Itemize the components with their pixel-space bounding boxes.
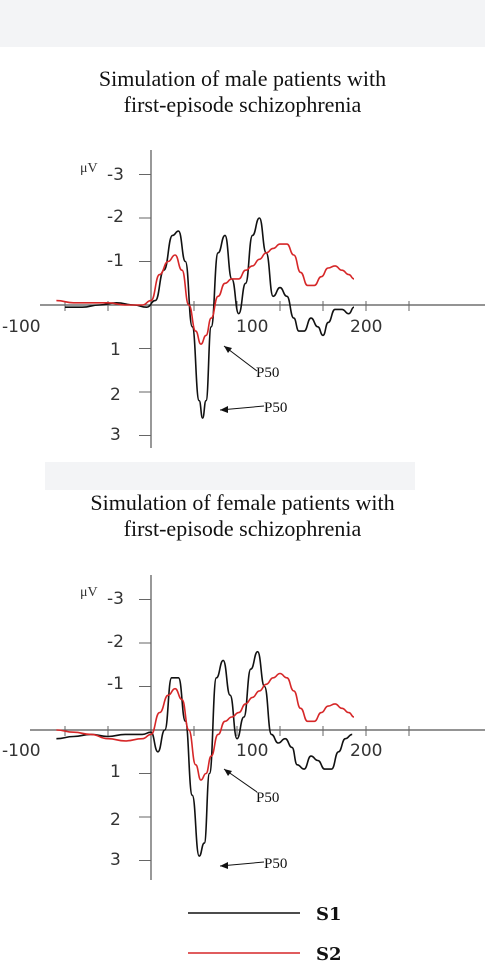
annotation-p50-s2: P50 <box>223 768 279 806</box>
x-tick-label: -100 <box>2 741 41 761</box>
y-tick-label: -3 <box>107 589 124 609</box>
series-line-s2 <box>56 243 355 345</box>
axis-ticks <box>64 599 410 861</box>
x-tick-label: 200 <box>350 317 382 337</box>
arrow-head <box>220 862 228 869</box>
legend-label-s1: S1 <box>316 904 342 925</box>
chart-title-male: Simulation of male patients with first-e… <box>0 66 485 118</box>
chart-panel-female: μV -3 -2 -1 1 2 3 -100 100 200 P50 P50 <box>2 575 485 880</box>
annotation-label: P50 <box>264 856 287 872</box>
x-tick-label: 100 <box>236 741 268 761</box>
arrow-head <box>224 769 232 776</box>
y-tick-label: 3 <box>110 850 121 870</box>
arrow-head <box>224 346 232 353</box>
y-tick-label: 1 <box>110 762 121 782</box>
legend: S1 S2 <box>188 904 342 965</box>
chart-title-line: Simulation of female patients with <box>90 490 395 515</box>
axis-ticks <box>64 174 410 436</box>
annotation-p50-s1: P50 <box>219 400 287 416</box>
series-line-s1 <box>65 217 355 419</box>
unit-label: μV <box>80 161 98 176</box>
chart-title-line: first-episode schizophrenia <box>123 92 362 117</box>
y-tick-label: 3 <box>110 425 121 445</box>
x-tick-label: 200 <box>350 741 382 761</box>
y-tick-label: -2 <box>107 632 124 652</box>
arrow-head <box>220 406 228 413</box>
annotation-p50-s1: P50 <box>219 856 287 872</box>
chart-title-line: first-episode schizophrenia <box>123 516 362 541</box>
annotation-label: P50 <box>256 790 279 806</box>
y-tick-label: -1 <box>107 674 124 694</box>
y-tick-label: -1 <box>107 251 124 271</box>
chart-title-line: Simulation of male patients with <box>98 66 387 91</box>
annotation-label: P50 <box>256 365 279 381</box>
series-line-s1 <box>56 650 353 857</box>
top-band <box>0 0 485 47</box>
series-line-s2 <box>56 672 355 781</box>
legend-label-s2: S2 <box>316 944 342 965</box>
series-group <box>56 650 355 857</box>
x-tick-label: 100 <box>236 317 268 337</box>
chart-panel-male: μV -3 -2 -1 1 2 3 -100 100 200 P50 P50 <box>2 150 485 448</box>
y-tick-label: 2 <box>110 810 121 830</box>
annotation-p50-s2: P50 <box>223 345 279 381</box>
unit-label: μV <box>80 585 98 600</box>
y-tick-label: 1 <box>110 340 121 360</box>
annotation-label: P50 <box>264 400 287 416</box>
x-tick-label: -100 <box>2 317 41 337</box>
chart-title-female: Simulation of female patients with first… <box>0 490 485 542</box>
y-tick-label: -3 <box>107 165 124 185</box>
y-tick-label: -2 <box>107 207 124 227</box>
mid-band <box>45 462 415 490</box>
y-tick-label: 2 <box>110 385 121 405</box>
series-group <box>56 217 355 419</box>
